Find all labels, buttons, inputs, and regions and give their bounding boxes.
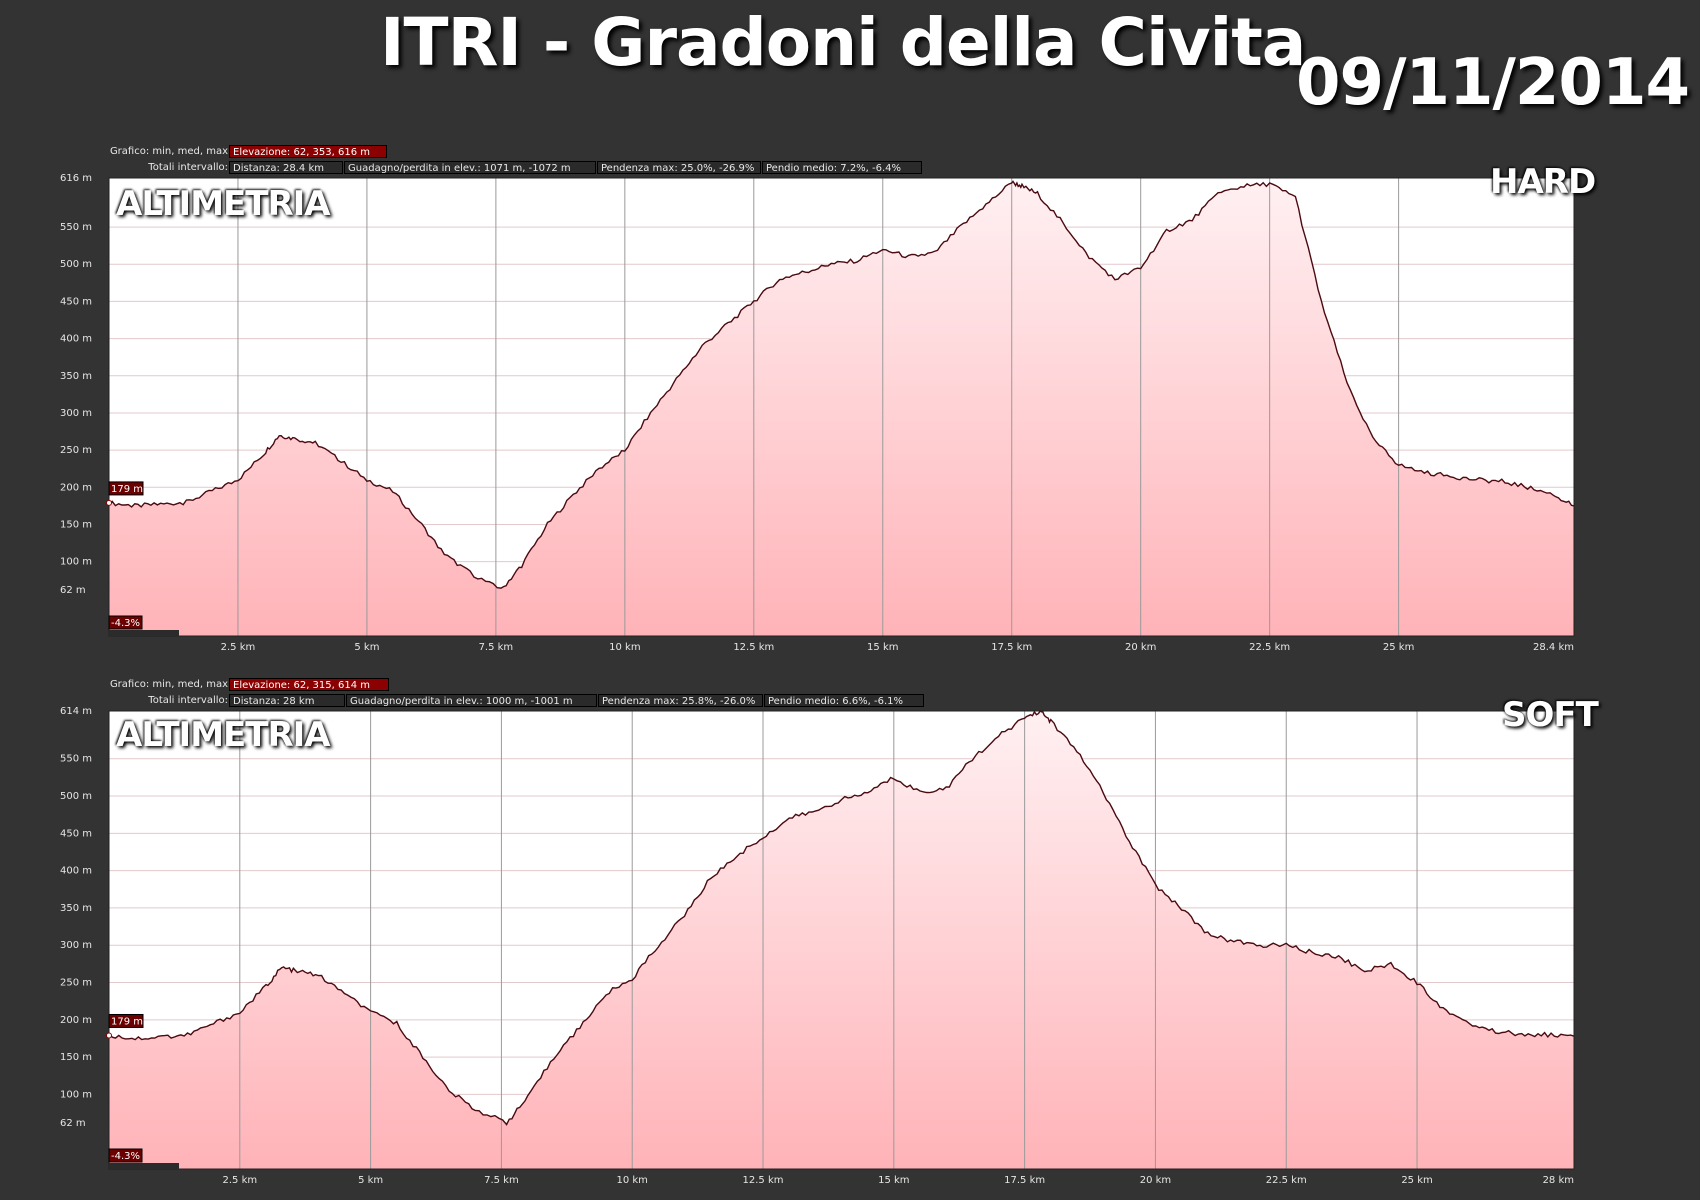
info-label-graph: Grafico: min, med, max <box>109 679 228 690</box>
x-tick-label: 7.5 km <box>484 1175 519 1186</box>
start-point <box>106 1032 112 1039</box>
y-tick-label: 150 m <box>60 1052 92 1063</box>
info-gain-loss: Guadagno/perdita in elev.: 1000 m, -1001… <box>346 694 597 707</box>
y-tick-label: 500 m <box>60 791 92 802</box>
info-max-slope: Pendenza max: 25.0%, -26.9% <box>597 161 761 174</box>
overlay-hard: HARD <box>1490 162 1596 202</box>
elevation-marker-box <box>108 481 144 496</box>
x-tick-label: 20 km <box>1140 1175 1171 1186</box>
slope-bar <box>109 1163 179 1169</box>
y-tick-label: 616 m <box>60 173 92 184</box>
y-tick-label: 100 m <box>60 557 92 568</box>
start-point <box>106 499 112 506</box>
chart-plot: 614 m 550 m 500 m 450 m 400 m 350 m 300 m 250 m… <box>60 706 1575 1186</box>
y-tick-label: 614 m <box>60 706 92 717</box>
y-tick-label: 300 m <box>60 408 92 419</box>
y-tick-label: 300 m <box>60 940 92 951</box>
slope-bar <box>109 630 179 636</box>
elevation-marker-label: 179 m <box>111 484 143 495</box>
y-tick-label: 350 m <box>60 903 92 914</box>
info-elevation: Elevazione: 62, 353, 616 m <box>229 145 387 158</box>
x-tick-label: 5 km <box>358 1175 383 1186</box>
info-max-slope: Pendenza max: 25.8%, -26.0% <box>598 694 763 707</box>
x-tick-label: 10 km <box>609 642 640 653</box>
y-tick-label: 250 m <box>60 978 92 989</box>
x-tick-label: 15 km <box>867 642 898 653</box>
elevation-line <box>108 710 1575 1126</box>
y-tick-label: 100 m <box>60 1089 92 1100</box>
x-tick-label: 15 km <box>878 1175 909 1186</box>
elevation-marker-label: 179 m <box>111 1016 143 1027</box>
elevation-chart-hard: Grafico: min, med, max Elevazione: 62, 3… <box>0 140 1700 660</box>
overlay-soft: SOFT <box>1502 695 1599 735</box>
y-tick-label: 200 m <box>60 1015 92 1026</box>
x-tick-label: 2.5 km <box>221 642 256 653</box>
x-tick-label: 17.5 km <box>1004 1175 1045 1186</box>
y-tick-label: 400 m <box>60 866 92 877</box>
x-tick-label: 28.4 km <box>1533 642 1574 653</box>
slope-marker-label: -4.3% <box>111 1151 140 1162</box>
page-title: ITRI - Gradoni della Civita <box>380 4 1306 81</box>
x-tick-label: 17.5 km <box>991 642 1032 653</box>
x-tick-label: 10 km <box>616 1175 647 1186</box>
x-tick-label: 7.5 km <box>479 642 514 653</box>
y-tick-label: 400 m <box>60 334 92 345</box>
info-label-graph: Grafico: min, med, max <box>109 146 228 157</box>
y-tick-label: 550 m <box>60 754 92 765</box>
info-avg-slope: Pendio medio: 7.2%, -6.4% <box>762 161 922 174</box>
info-label-totals: Totali intervallo: <box>148 162 228 173</box>
x-tick-label: 20 km <box>1125 642 1156 653</box>
y-tick-label: 350 m <box>60 371 92 382</box>
x-tick-label: 25 km <box>1383 642 1414 653</box>
elevation-area <box>109 711 1574 1169</box>
info-distance: Distanza: 28.4 km <box>229 161 343 174</box>
y-tick-label: 150 m <box>60 519 92 530</box>
elevation-marker-box <box>108 1013 144 1028</box>
x-tick-label: 22.5 km <box>1266 1175 1307 1186</box>
chart-plot: 616 m 550 m 500 m 450 m 400 m 350 m 300 m 250 m… <box>60 173 1575 653</box>
info-distance: Distanza: 28 km <box>229 694 345 707</box>
info-gain-loss: Guadagno/perdita in elev.: 1071 m, -1072… <box>344 161 596 174</box>
plot-border <box>108 177 1575 637</box>
slope-marker-box <box>108 615 143 630</box>
x-tick-label: 25 km <box>1401 1175 1432 1186</box>
y-tick-label: 200 m <box>60 482 92 493</box>
x-tick-label: 12.5 km <box>743 1175 784 1186</box>
slope-marker-box <box>108 1148 143 1163</box>
y-tick-label: 250 m <box>60 445 92 456</box>
plot-border <box>108 710 1575 1170</box>
y-tick-label: 500 m <box>60 259 92 270</box>
elevation-chart-soft: Grafico: min, med, max Elevazione: 62, 3… <box>0 673 1700 1200</box>
info-label-totals: Totali intervallo: <box>148 695 228 706</box>
y-tick-label: 62 m <box>60 585 86 596</box>
chart-info: Grafico: min, med, max Elevazione: 62, 3… <box>0 673 1000 713</box>
y-tick-label: 550 m <box>60 222 92 233</box>
overlay-altimetria: ALTIMETRIA <box>116 715 331 755</box>
page-date: 09/11/2014 <box>1296 46 1690 120</box>
x-tick-label: 12.5 km <box>733 642 774 653</box>
elevation-line <box>108 180 1575 589</box>
y-tick-label: 62 m <box>60 1118 86 1129</box>
chart-info: Grafico: min, med, max Elevazione: 62, 3… <box>0 140 1000 180</box>
x-tick-label: 22.5 km <box>1249 642 1290 653</box>
info-elevation: Elevazione: 62, 315, 614 m <box>229 678 389 691</box>
overlay-altimetria: ALTIMETRIA <box>116 184 331 224</box>
slope-marker-label: -4.3% <box>111 618 140 629</box>
x-tick-label: 28 km <box>1543 1175 1574 1186</box>
x-tick-label: 2.5 km <box>222 1175 257 1186</box>
y-tick-label: 450 m <box>60 828 92 839</box>
info-avg-slope: Pendio medio: 6.6%, -6.1% <box>764 694 924 707</box>
x-tick-label: 5 km <box>354 642 379 653</box>
y-tick-label: 450 m <box>60 296 92 307</box>
elevation-area <box>109 181 1574 636</box>
